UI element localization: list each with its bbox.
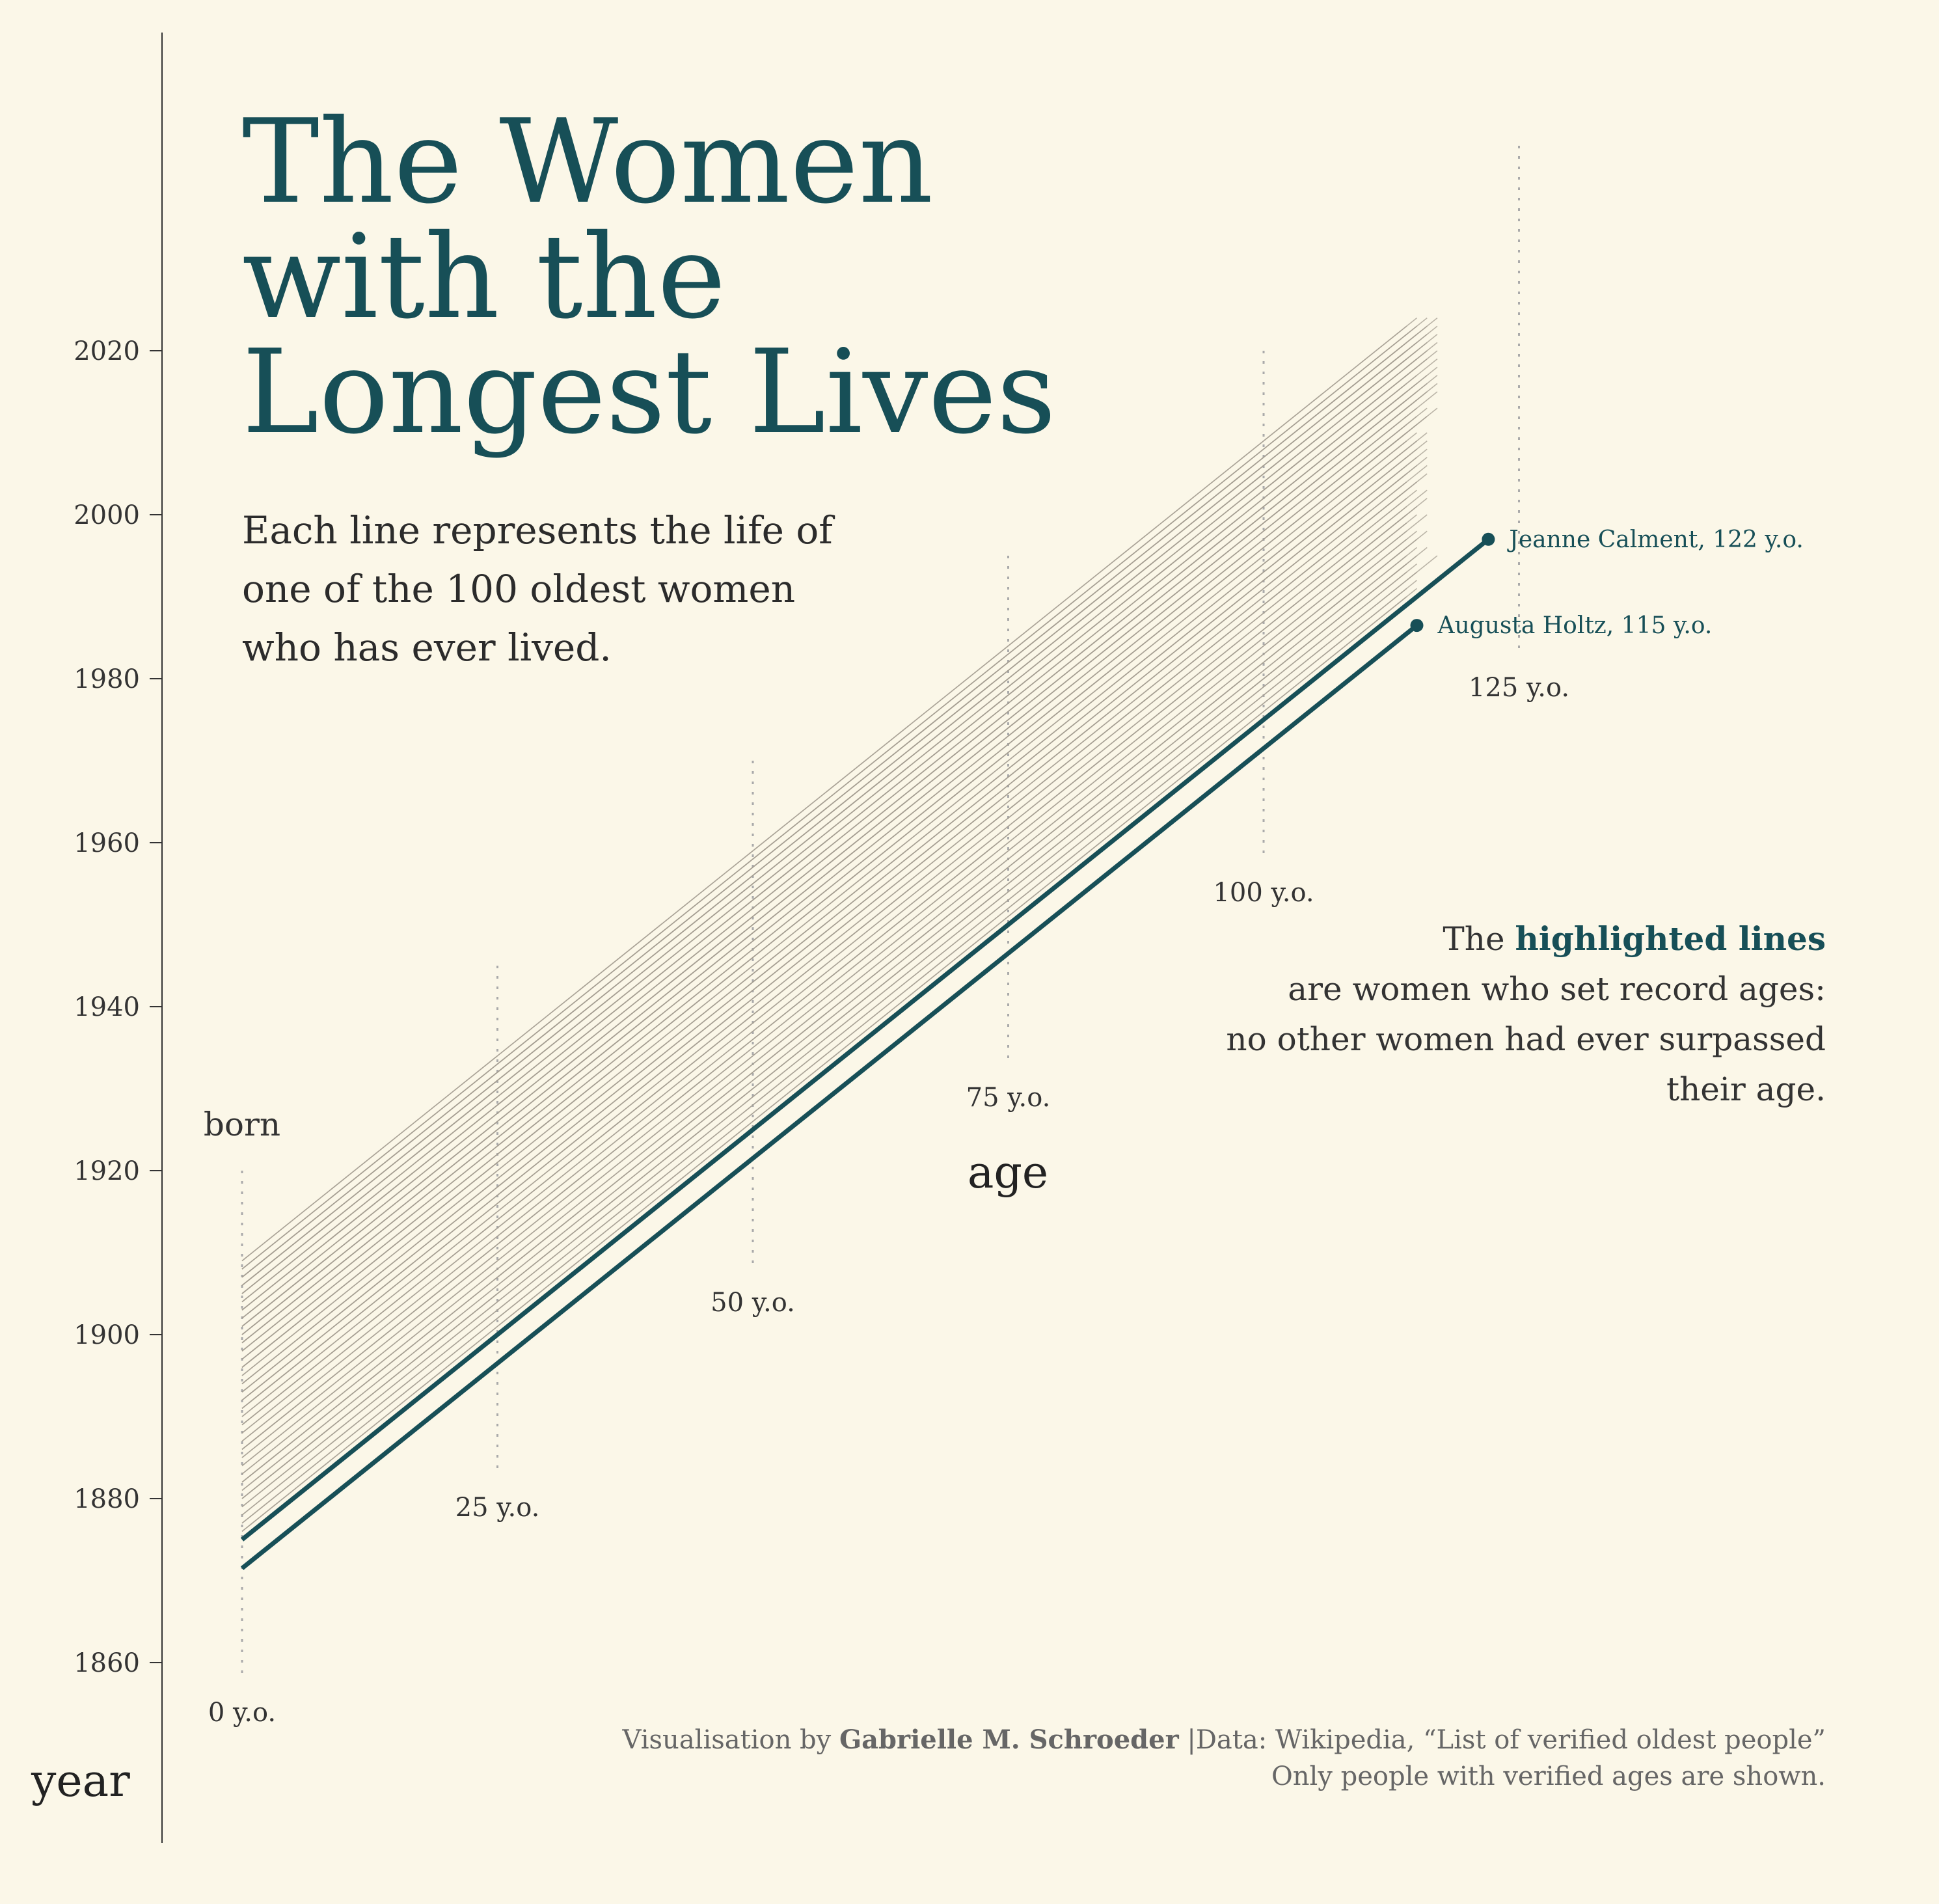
- y-axis-ticks: 1860 1880 1900 1920 1940 1960 1980 2000 2020: [74, 336, 162, 1678]
- life-line: [241, 440, 1428, 1393]
- life-line: [241, 596, 1407, 1532]
- y-tick-label: 2000: [74, 500, 140, 530]
- y-axis-label: year: [31, 1756, 130, 1807]
- life-line: [241, 424, 1407, 1360]
- highlighted-life-line: [240, 537, 1490, 1542]
- life-line: [241, 580, 1418, 1524]
- credit-line-2: Only people with verified ages are shown…: [1271, 1761, 1826, 1791]
- life-line: [241, 383, 1438, 1344]
- life-line: [241, 383, 1407, 1319]
- subtitle-line-1: Each line represents the life of: [242, 508, 835, 552]
- life-lines: [241, 317, 1438, 1540]
- life-line: [241, 334, 1438, 1294]
- age-guides: 0 y.o. 25 y.o. 50 y.o. 75 y.o. 100 y.o. 125 y…: [208, 146, 1569, 1728]
- life-line: [241, 555, 1407, 1491]
- title-line-3: Longest Lives: [242, 325, 1056, 459]
- note-highlight: highlighted lines: [1515, 919, 1826, 958]
- credit-line-1: Visualisation by Gabrielle M. Schroeder …: [622, 1724, 1826, 1755]
- note-line-4: their age.: [1666, 1070, 1826, 1108]
- life-line: [241, 407, 1438, 1368]
- life-line: [241, 530, 1407, 1467]
- age-tick-label: 75 y.o.: [966, 1083, 1051, 1113]
- life-line: [241, 350, 1438, 1311]
- highlighted-lines: Jeanne Calment, 122 y.o. Augusta Holtz, 1…: [240, 526, 1804, 1570]
- life-line: [241, 522, 1407, 1458]
- life-line: [241, 375, 1438, 1335]
- record-holder-label: Augusta Holtz, 115 y.o.: [1437, 612, 1713, 639]
- highlighted-life-line: [240, 623, 1418, 1570]
- record-end-dot: [1410, 619, 1424, 632]
- life-line: [241, 498, 1407, 1434]
- credit-source: |Data: Wikipedia, “List of verified olde…: [1187, 1725, 1826, 1755]
- note-line-2: are women who set record ages:: [1288, 970, 1826, 1008]
- life-line: [241, 366, 1438, 1327]
- record-holder-label: Jeanne Calment, 122 y.o.: [1506, 526, 1803, 553]
- born-label: born: [204, 1106, 280, 1143]
- life-line: [241, 334, 1407, 1270]
- title-line-2: with the: [242, 210, 726, 344]
- life-line: [241, 325, 1407, 1262]
- y-tick-label: 2020: [74, 336, 140, 366]
- note-line-1: The highlighted lines: [1443, 919, 1826, 958]
- life-line: [241, 465, 1407, 1401]
- life-line: [241, 571, 1418, 1516]
- life-line: [241, 457, 1428, 1409]
- record-end-dot: [1482, 532, 1495, 546]
- age-tick-label: 100 y.o.: [1213, 878, 1314, 908]
- y-tick-label: 1960: [74, 828, 140, 858]
- life-line: [241, 342, 1407, 1278]
- life-line: [241, 473, 1428, 1426]
- title-line-1: The Women: [242, 94, 933, 229]
- life-line: [241, 416, 1407, 1352]
- credit-author: Gabrielle M. Schroeder: [839, 1724, 1180, 1755]
- life-line: [241, 481, 1407, 1417]
- note-line-3: no other women had ever surpassed: [1226, 1020, 1826, 1058]
- life-line: [241, 440, 1407, 1376]
- x-axis-label: age: [968, 1147, 1048, 1199]
- age-tick-label: 125 y.o.: [1469, 673, 1569, 703]
- credit-prefix: Visualisation by: [622, 1725, 832, 1755]
- y-tick-label: 1880: [74, 1484, 140, 1514]
- subtitle-line-3: who has ever lived.: [242, 625, 612, 670]
- subtitle-line-2: one of the 100 oldest women: [242, 567, 795, 611]
- life-line: [241, 448, 1407, 1385]
- y-tick-label: 1920: [74, 1156, 140, 1186]
- age-tick-label: 25 y.o.: [455, 1493, 540, 1523]
- life-line: [241, 539, 1407, 1475]
- y-tick-label: 1860: [74, 1648, 140, 1678]
- life-line: [241, 571, 1407, 1508]
- life-line: [241, 530, 1428, 1483]
- note-prefix: The: [1443, 920, 1504, 958]
- life-line: [241, 350, 1407, 1286]
- y-tick-label: 1900: [74, 1320, 140, 1350]
- life-line: [241, 350, 1428, 1303]
- y-tick-label: 1980: [74, 664, 140, 694]
- life-line: [241, 506, 1407, 1442]
- age-tick-label: 50 y.o.: [711, 1288, 795, 1318]
- y-tick-label: 1940: [74, 992, 140, 1022]
- age-tick-label: 0 y.o.: [208, 1698, 276, 1728]
- life-line: [241, 555, 1418, 1499]
- life-line: [241, 498, 1428, 1450]
